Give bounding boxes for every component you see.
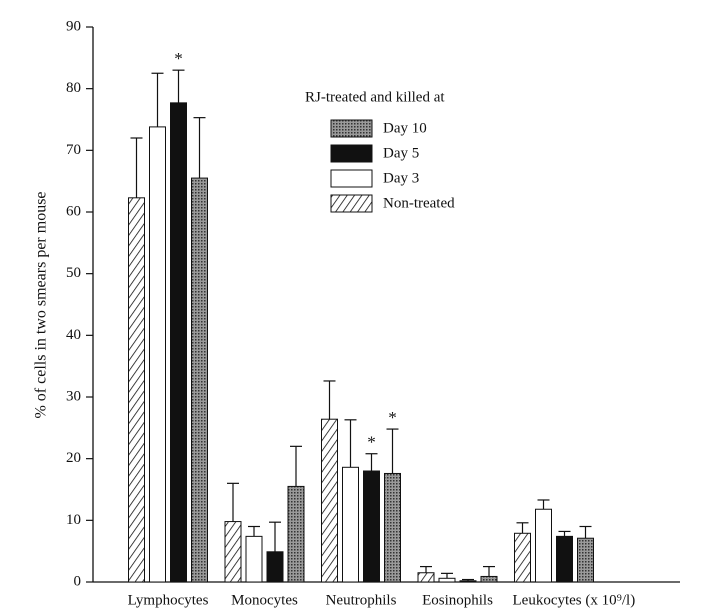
x-tick-label: Monocytes bbox=[231, 592, 298, 608]
legend-label: Day 3 bbox=[383, 170, 419, 186]
bar bbox=[556, 535, 573, 583]
bar bbox=[224, 521, 242, 583]
bar bbox=[170, 102, 187, 583]
y-tick-label: 70 bbox=[66, 142, 81, 158]
annotation: * bbox=[367, 433, 376, 452]
y-tick-label: 50 bbox=[66, 265, 81, 281]
bar bbox=[459, 580, 477, 583]
y-tick-label: 40 bbox=[66, 327, 81, 343]
legend-label: Day 5 bbox=[383, 145, 419, 161]
bar bbox=[363, 470, 380, 583]
legend-title: RJ-treated and killed at bbox=[305, 89, 445, 105]
bar bbox=[149, 126, 166, 583]
legend-swatch bbox=[330, 194, 373, 213]
legend-swatch bbox=[330, 119, 373, 138]
legend-swatch bbox=[330, 144, 373, 163]
bar bbox=[480, 575, 498, 583]
annotation: * bbox=[388, 408, 397, 427]
bar bbox=[577, 537, 594, 583]
bar bbox=[514, 532, 531, 583]
y-tick-label: 10 bbox=[66, 512, 81, 528]
bar bbox=[245, 535, 263, 583]
annotation: * bbox=[174, 49, 183, 68]
x-tick-label: Leukocytes (x 10⁹/l) bbox=[513, 592, 636, 608]
y-tick-label: 30 bbox=[66, 388, 81, 404]
y-tick-label: 0 bbox=[74, 573, 82, 589]
bar bbox=[417, 572, 435, 583]
bar bbox=[128, 197, 145, 583]
bar bbox=[342, 466, 359, 583]
y-tick-label: 90 bbox=[66, 18, 81, 34]
legend-swatch bbox=[330, 169, 373, 188]
bar bbox=[535, 508, 552, 583]
bar bbox=[287, 485, 305, 583]
x-tick-label: Neutrophils bbox=[326, 592, 397, 608]
y-tick-label: 80 bbox=[66, 80, 81, 96]
legend-label: Day 10 bbox=[383, 120, 427, 136]
bar bbox=[384, 472, 401, 583]
legend-label: Non-treated bbox=[383, 195, 455, 211]
bar bbox=[438, 577, 456, 583]
bar bbox=[191, 177, 208, 583]
bar bbox=[321, 418, 338, 583]
y-axis-label: % of cells in two smears per mouse bbox=[33, 191, 50, 418]
y-tick-label: 60 bbox=[66, 203, 81, 219]
bar bbox=[266, 551, 284, 583]
x-tick-label: Eosinophils bbox=[422, 592, 493, 608]
y-tick-label: 20 bbox=[66, 450, 81, 466]
x-tick-label: Lymphocytes bbox=[128, 592, 209, 608]
